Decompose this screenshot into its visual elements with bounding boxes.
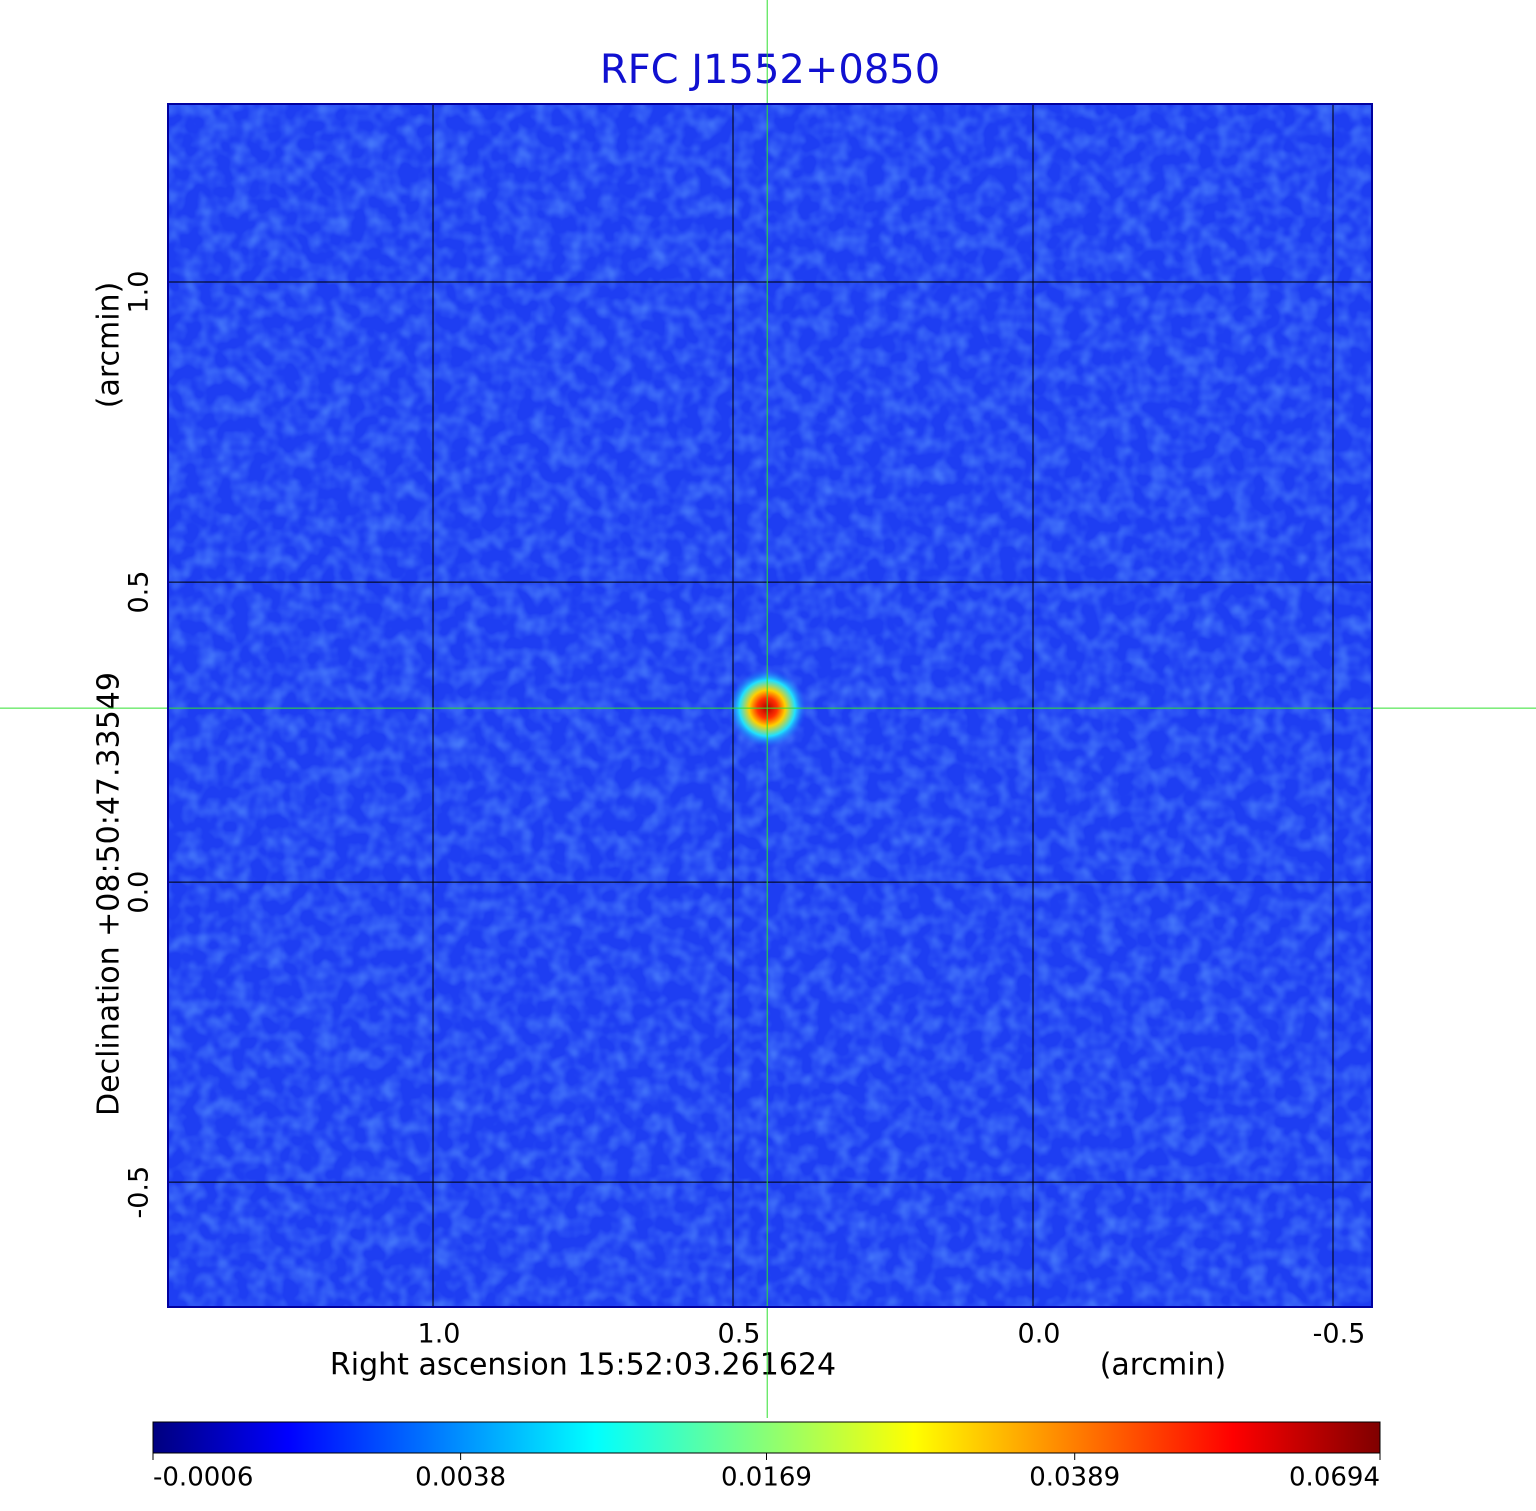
chart-title: RFC J1552+0850	[600, 47, 940, 93]
plot-frame	[167, 103, 1373, 1308]
colorbar-tick-label: -0.0006	[153, 1463, 253, 1493]
colorbar-tick-label: 0.0694	[1289, 1463, 1380, 1493]
x-tick-label: -0.5	[1313, 1319, 1366, 1350]
x-tick-label: 0.0	[1018, 1319, 1061, 1350]
colorbar-tick-label: 0.0169	[721, 1463, 812, 1493]
x-tick-label: 1.0	[418, 1319, 461, 1350]
x-axis-unit: (arcmin)	[1100, 1348, 1227, 1383]
x-axis-label: Right ascension 15:52:03.261624	[330, 1348, 836, 1383]
y-tick-label: -0.5	[124, 1166, 155, 1219]
y-tick-label: 0.5	[124, 571, 155, 614]
x-tick-label: 0.5	[718, 1319, 761, 1350]
colorbar-tick-label: 0.0038	[415, 1463, 506, 1493]
y-tick-label: 0.0	[124, 871, 155, 914]
y-axis-label: Declination +08:50:47.33549	[92, 672, 127, 1116]
colorbar-tick-label: 0.0389	[1029, 1463, 1120, 1493]
colorbar	[152, 1421, 1381, 1454]
y-axis-unit: (arcmin)	[92, 282, 127, 409]
y-tick-label: 1.0	[124, 271, 155, 314]
